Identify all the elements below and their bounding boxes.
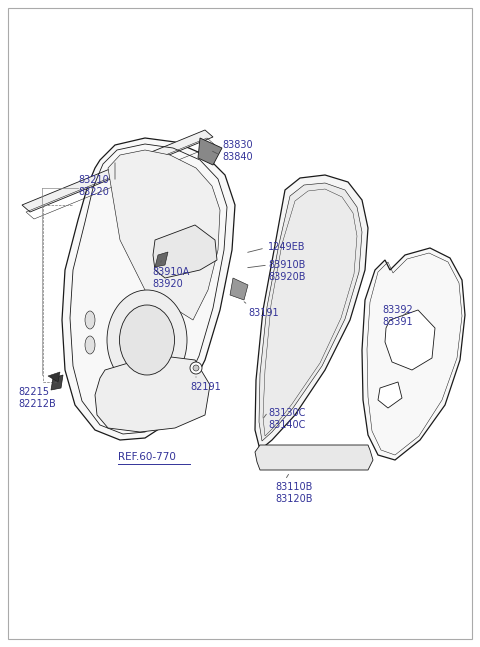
- Polygon shape: [62, 138, 235, 440]
- Polygon shape: [385, 310, 435, 370]
- Ellipse shape: [120, 305, 175, 375]
- Polygon shape: [255, 175, 368, 450]
- Circle shape: [193, 365, 199, 371]
- Polygon shape: [22, 130, 213, 212]
- Ellipse shape: [85, 311, 95, 329]
- Polygon shape: [153, 225, 217, 278]
- Text: 83910A
83920: 83910A 83920: [152, 267, 189, 289]
- Text: 83392
83391: 83392 83391: [382, 305, 413, 327]
- Ellipse shape: [85, 336, 95, 354]
- Polygon shape: [155, 252, 168, 267]
- Text: 83830
83840: 83830 83840: [222, 140, 252, 162]
- Text: 83191: 83191: [248, 308, 278, 318]
- Polygon shape: [198, 138, 222, 165]
- Polygon shape: [95, 355, 210, 432]
- Polygon shape: [48, 372, 60, 382]
- Polygon shape: [108, 150, 220, 320]
- Text: 82191: 82191: [190, 382, 221, 392]
- Text: 1249EB: 1249EB: [268, 242, 305, 252]
- Polygon shape: [378, 382, 402, 408]
- Polygon shape: [230, 278, 248, 300]
- Ellipse shape: [107, 290, 187, 390]
- Text: REF.60-770: REF.60-770: [118, 452, 176, 462]
- Polygon shape: [51, 375, 63, 390]
- Polygon shape: [362, 248, 465, 460]
- Polygon shape: [255, 445, 373, 470]
- Text: 82215
82212B: 82215 82212B: [18, 387, 56, 409]
- Text: 83910B
83920B: 83910B 83920B: [268, 260, 305, 281]
- Text: 83210
83220: 83210 83220: [78, 175, 109, 197]
- Polygon shape: [259, 183, 362, 441]
- Text: 83110B
83120B: 83110B 83120B: [275, 482, 312, 503]
- Circle shape: [190, 362, 202, 374]
- Text: 83130C
83140C: 83130C 83140C: [268, 408, 305, 430]
